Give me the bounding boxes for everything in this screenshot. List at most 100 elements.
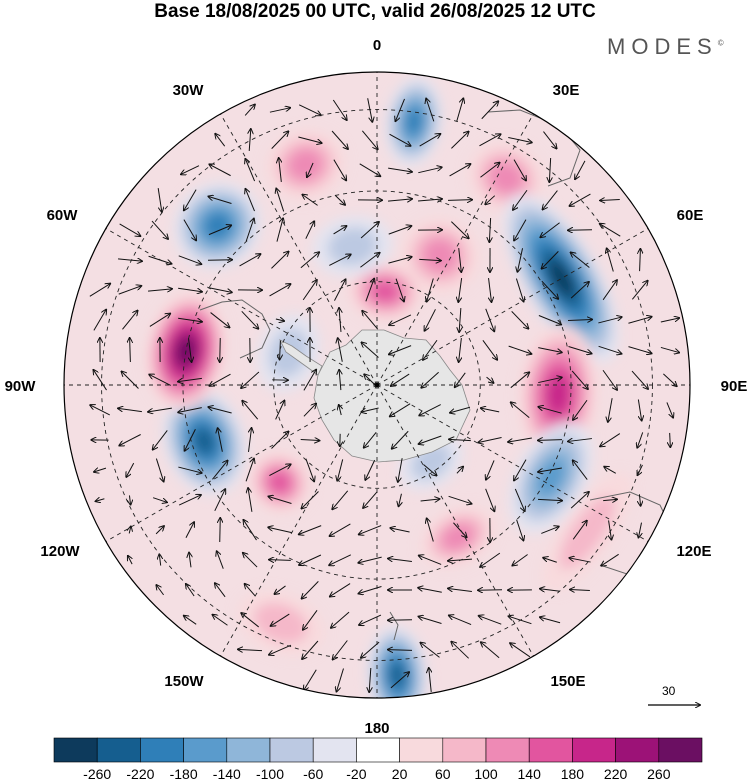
wind-vector-206 bbox=[126, 462, 135, 477]
wind-vector-299 bbox=[359, 614, 382, 625]
wind-vector-308 bbox=[302, 640, 319, 659]
wind-vector-108 bbox=[178, 317, 202, 321]
anomaly-ring bbox=[254, 602, 308, 643]
wind-vector-123 bbox=[628, 317, 651, 324]
wind-vector-194 bbox=[364, 432, 377, 447]
wind-vector-150 bbox=[241, 371, 260, 388]
wind-vector-182 bbox=[608, 398, 613, 422]
wind-vector-56 bbox=[276, 218, 283, 242]
colorbar-bin-12 bbox=[572, 737, 616, 763]
wind-vector-65 bbox=[540, 222, 560, 237]
graticule bbox=[64, 72, 690, 698]
colorbar-bin-11 bbox=[528, 737, 573, 763]
wind-vector-9 bbox=[215, 134, 226, 147]
wind-vector-257 bbox=[541, 527, 558, 534]
wind-vector-285 bbox=[359, 585, 382, 593]
wind-vector-207 bbox=[155, 458, 163, 482]
wind-vector-224 bbox=[96, 499, 105, 501]
wind-vector-238 bbox=[514, 488, 524, 511]
wind-vector-287 bbox=[418, 588, 442, 593]
map-disc bbox=[64, 72, 690, 698]
wind-vector-81 bbox=[517, 248, 524, 271]
wind-vector-265 bbox=[243, 553, 258, 568]
wind-vector-17 bbox=[451, 132, 468, 149]
wind-vector-25 bbox=[307, 162, 314, 177]
wind-vector-128 bbox=[188, 338, 191, 362]
wind-vector-105 bbox=[93, 310, 106, 331]
wind-vector-236 bbox=[448, 495, 472, 503]
wind-vector-233 bbox=[363, 491, 378, 508]
wind-vector-136 bbox=[423, 339, 438, 360]
anomaly-ring bbox=[405, 108, 423, 135]
lon-label-90w: 90W bbox=[5, 378, 37, 395]
wind-vector-301 bbox=[419, 617, 442, 624]
wind-vector-320 bbox=[429, 668, 431, 692]
colorbar-bin-6 bbox=[312, 737, 357, 763]
lon-label-120e: 120E bbox=[676, 543, 711, 560]
wind-vector-209 bbox=[212, 461, 227, 480]
colorbar-label-2: -180 bbox=[169, 766, 198, 782]
lon-label-30e: 30E bbox=[553, 82, 580, 99]
wind-vector-175 bbox=[390, 403, 411, 417]
wind-vector-19 bbox=[508, 137, 531, 142]
wind-vector-300 bbox=[388, 620, 413, 621]
wind-vector-250 bbox=[330, 523, 351, 536]
wind-vector-245 bbox=[185, 522, 194, 538]
wind-vector-149 bbox=[210, 373, 231, 386]
colorbar-label-11: 180 bbox=[560, 766, 585, 782]
wind-vector-121 bbox=[567, 319, 592, 320]
wind-vector-247 bbox=[243, 520, 257, 541]
wind-vector-35 bbox=[157, 188, 162, 212]
antarctic-peninsula bbox=[279, 339, 323, 376]
wind-vector-49 bbox=[570, 193, 591, 206]
wind-vector-13 bbox=[331, 130, 348, 149]
wind-vector-262 bbox=[159, 554, 160, 566]
wind-vector-14 bbox=[361, 130, 377, 149]
colorbar-bin-7 bbox=[356, 737, 400, 763]
anomaly-9 bbox=[248, 451, 311, 514]
colorbar-label-5: -60 bbox=[303, 766, 324, 782]
wind-vector-237 bbox=[485, 488, 495, 511]
wind-vector-63 bbox=[489, 217, 490, 242]
wind-vector-294 bbox=[213, 615, 228, 626]
wind-vector-145 bbox=[93, 370, 107, 391]
anomaly-2 bbox=[400, 217, 480, 294]
colorbar-label-12: 220 bbox=[603, 766, 628, 782]
wind-vector-221 bbox=[573, 460, 588, 480]
wind-vector-282 bbox=[274, 585, 286, 594]
wind-vector-122 bbox=[598, 317, 621, 324]
wind-vector-208 bbox=[178, 466, 201, 473]
wind-vector-158 bbox=[486, 376, 494, 383]
wind-vector-280 bbox=[215, 583, 226, 598]
anomaly-ring bbox=[205, 213, 231, 239]
wind-vector-251 bbox=[359, 525, 382, 535]
wind-vector-104 bbox=[631, 281, 647, 300]
wind-vector-72 bbox=[239, 254, 261, 267]
wind-vector-190 bbox=[249, 428, 252, 452]
wind-vector-68 bbox=[118, 259, 142, 261]
wind-vector-106 bbox=[122, 311, 137, 330]
wind-vector-225 bbox=[129, 495, 130, 504]
wind-vector-153 bbox=[339, 370, 341, 391]
wind-vector-277 bbox=[601, 553, 619, 565]
wind-vector-146 bbox=[122, 371, 139, 389]
wind-vector-284 bbox=[330, 583, 351, 597]
wind-vector-157 bbox=[455, 372, 466, 387]
wind-vector-90 bbox=[208, 287, 232, 293]
wind-vector-102 bbox=[570, 282, 589, 299]
wind-vector-248 bbox=[268, 527, 292, 534]
wind-vector-70 bbox=[178, 255, 202, 264]
wind-vector-183 bbox=[637, 399, 641, 420]
wind-vector-98 bbox=[458, 278, 463, 302]
wind-vector-114 bbox=[362, 311, 379, 330]
anomaly-5 bbox=[509, 422, 593, 534]
wind-vector-111 bbox=[275, 319, 284, 321]
wind-vector-188 bbox=[185, 429, 196, 450]
wind-vector-152 bbox=[303, 370, 316, 391]
wind-vector-57 bbox=[305, 221, 314, 239]
wind-vector-155 bbox=[391, 373, 410, 386]
wind-vector-215 bbox=[398, 458, 403, 482]
wind-vector-213 bbox=[337, 459, 344, 480]
wind-vector-317 bbox=[337, 668, 344, 692]
